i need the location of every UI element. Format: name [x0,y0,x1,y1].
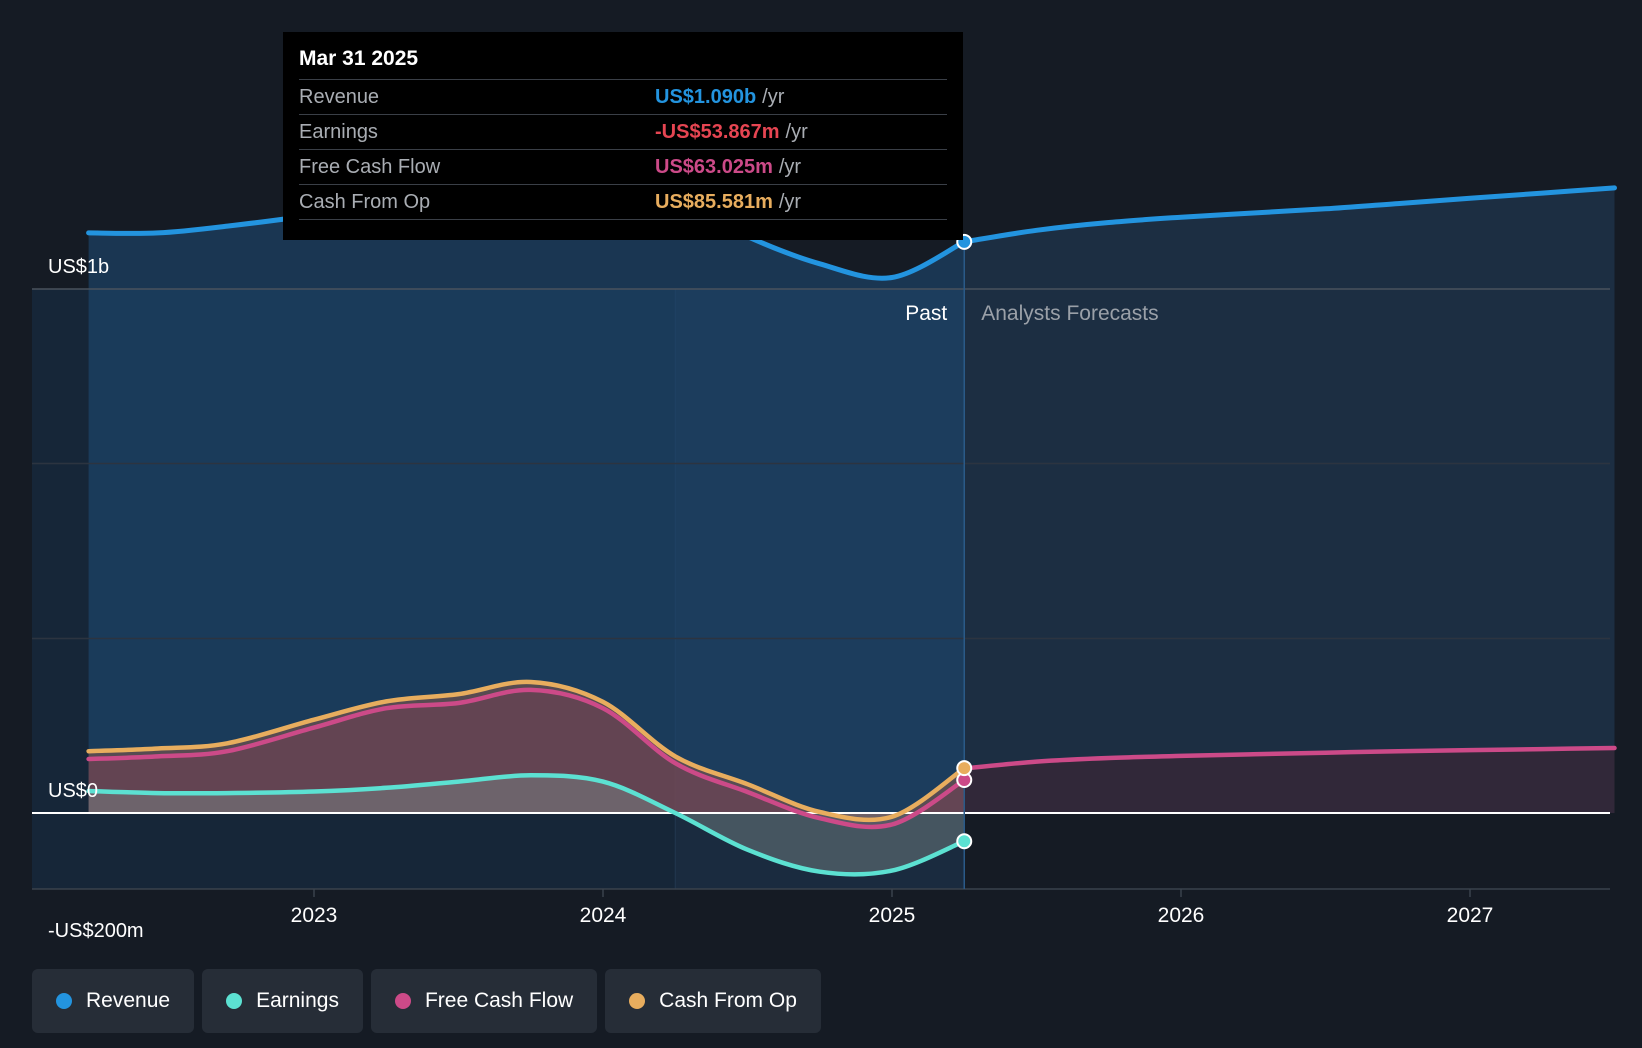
x-tick-label: 2025 [869,904,916,927]
legend-dot-icon [394,993,411,1009]
legend-label: Revenue [86,989,171,1012]
tooltip-unit: /yr [785,120,808,143]
cash-from-op-line [86,679,967,823]
marker-points [956,233,973,850]
legend-label: Earnings [256,989,339,1012]
tooltip-unit: /yr [778,190,802,213]
y-tick-label: -US$200m [48,920,144,942]
legend-label: Free Cash Flow [424,989,574,1012]
free-cash-flow-line [86,687,967,830]
tooltip-label: Revenue [299,85,380,108]
tooltip-row-cash-from-op: Cash From Op US$85.581m /yr [299,184,947,220]
tooltip-value: US$85.581m [655,190,773,213]
free-cash-flow-forecast-area [964,748,1615,813]
tooltip-value: US$63.025m [655,155,773,178]
legend-item-revenue[interactable]: Revenue [32,969,195,1033]
tooltip-row-earnings: Earnings -US$53.867m /yr [299,114,947,149]
tooltip-value: US$1.090b [655,85,757,108]
chart-plot: 2023 2024 2025 2026 2027 US$1b US$0 -US$200m Pas… [32,146,1617,942]
chart-legend: Revenue Earnings Free Cash Flow Cash Fro… [32,969,821,1033]
tooltip-row-revenue: Revenue US$1.090b /yr [299,79,947,114]
revenue-area-past [88,148,965,813]
tooltip-unit: /yr [778,155,802,178]
y-tick-label: US$0 [48,780,98,802]
revenue-area-forecast [964,187,1615,813]
revenue-forecast-line [961,185,1617,245]
legend-label: Cash From Op [659,989,797,1012]
y-tick-label: US$1b [48,256,109,278]
tooltip-unit: /yr [762,85,785,108]
axis-labels: 2023 2024 2025 2026 2027 US$1b US$0 -US$200m Pas… [48,256,1493,942]
legend-dot-icon [226,993,243,1009]
tooltip-value: -US$53.867m [655,120,780,143]
earnings-area [88,775,965,875]
tooltip-date: Mar 31 2025 [299,47,419,70]
x-tick-label: 2026 [1158,904,1205,927]
x-tick-label: 2027 [1447,904,1494,927]
past-label: Past [905,302,947,325]
legend-dot-icon [629,993,646,1009]
tooltip-row-free-cash-flow: Free Cash Flow US$63.025m /yr [299,149,947,184]
cash-from-op-marker [956,760,973,777]
x-tick-label: 2024 [580,904,627,927]
series-lines [86,146,1617,877]
legend-item-free-cash-flow[interactable]: Free Cash Flow [370,969,598,1033]
earnings-line [86,773,967,877]
forecast-label: Analysts Forecasts [981,302,1158,325]
x-tick-label: 2023 [291,904,338,927]
legend-item-earnings[interactable]: Earnings [202,969,363,1033]
legend-dot-icon [56,993,72,1009]
series-areas [88,148,1615,875]
legend-item-cash-from-op[interactable]: Cash From Op [605,969,821,1033]
tooltip-label: Cash From Op [299,190,431,213]
tooltip-label: Earnings [299,120,378,143]
hover-tooltip: Mar 31 2025 Revenue US$1.090b /yr Earnin… [283,32,963,240]
earnings-marker [956,833,973,850]
free-cash-flow-forecast-line [962,745,1617,771]
tooltip-label: Free Cash Flow [299,155,441,178]
